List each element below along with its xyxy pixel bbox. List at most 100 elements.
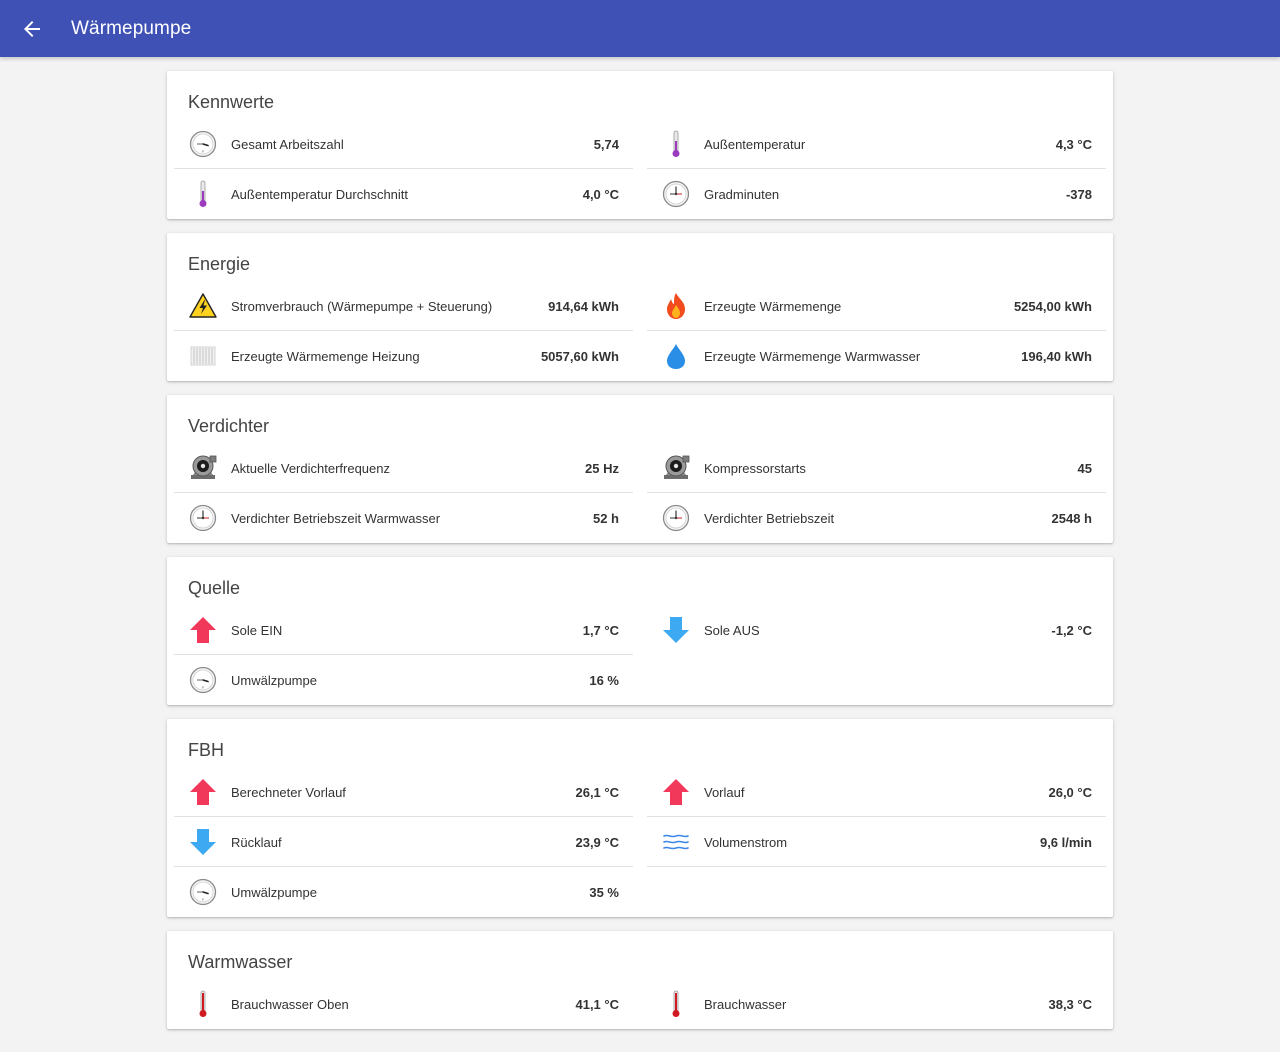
entity-label: Gradminuten [704, 186, 780, 202]
compressor-icon [661, 453, 691, 483]
entity-row[interactable]: Vorlauf 26,0 °C [647, 767, 1106, 817]
clock-icon [188, 503, 218, 533]
entity-value: 45 [1077, 460, 1092, 476]
entity-value: 26,0 °C [1048, 784, 1092, 800]
thermometer-red-icon [188, 989, 218, 1019]
entity-row[interactable]: Volumenstrom 9,6 l/min [647, 817, 1106, 867]
entity-row[interactable]: Erzeugte Wärmemenge Warmwasser 196,40 kW… [647, 331, 1106, 381]
card-kennwerte: Kennwerte Gesamt Arbeitszahl 5,74 Außent… [167, 71, 1113, 219]
entity-label: Kompressorstarts [704, 460, 806, 476]
entity-row[interactable]: Außentemperatur 4,3 °C [647, 119, 1106, 169]
waves-icon [661, 827, 691, 857]
flame-icon [661, 291, 691, 321]
entity-label: Sole AUS [704, 622, 760, 638]
entity-row[interactable]: Rücklauf 23,9 °C [174, 817, 633, 867]
entity-value: 9,6 l/min [1039, 834, 1092, 850]
entity-value: 52 h [592, 510, 619, 526]
entity-value: 35 % [589, 884, 619, 900]
entity-value: 16 % [589, 672, 619, 688]
arrow-up-icon [661, 777, 691, 807]
water-drop-icon [661, 341, 691, 371]
entity-value: 5254,00 kWh [1013, 298, 1092, 314]
card-title: Quelle [188, 578, 241, 598]
entity-value: 4,0 °C [582, 186, 619, 202]
entity-value: 26,1 °C [575, 784, 619, 800]
app-bar: Wärmepumpe [0, 0, 1280, 57]
entity-value: 25 Hz [585, 460, 619, 476]
entity-label: Volumenstrom [704, 834, 788, 850]
compressor-icon [188, 453, 218, 483]
entity-label: Sole EIN [231, 622, 283, 638]
entity-label: Gesamt Arbeitszahl [231, 136, 344, 152]
entity-row[interactable]: Verdichter Betriebszeit 2548 h [647, 493, 1106, 543]
card-title: Warmwasser [188, 952, 293, 972]
entity-label: Umwälzpumpe [231, 884, 317, 900]
entity-row[interactable]: Außentemperatur Durchschnitt 4,0 °C [174, 169, 633, 219]
entity-value: 2548 h [1051, 510, 1092, 526]
entity-label: Verdichter Betriebszeit [704, 510, 835, 526]
gauge-icon [188, 129, 218, 159]
card-title: FBH [188, 740, 224, 760]
entity-value: 38,3 °C [1048, 996, 1092, 1012]
arrow-up-icon [188, 615, 218, 645]
arrow-left-icon [24, 20, 40, 37]
arrow-down-icon [188, 827, 218, 857]
entity-row[interactable]: Kompressorstarts 45 [647, 443, 1106, 493]
entity-label: Außentemperatur [704, 136, 806, 152]
gauge-icon [188, 665, 218, 695]
card-verdichter: Verdichter Aktuelle Verdichterfrequenz 2… [167, 395, 1113, 543]
card-fbh: FBH Berechneter Vorlauf 26,1 °C Vorlauf … [167, 719, 1113, 917]
entity-value: 5,74 [593, 136, 619, 152]
card-quelle: Quelle Sole EIN 1,7 °C Sole AUS -1,2 °C … [167, 557, 1113, 705]
entity-value: 196,40 kWh [1021, 348, 1092, 364]
entity-row[interactable]: Erzeugte Wärmemenge Heizung 5057,60 kWh [174, 331, 633, 381]
entity-row[interactable]: Gesamt Arbeitszahl 5,74 [174, 119, 633, 169]
entity-value: 914,64 kWh [548, 298, 619, 314]
entity-value: 23,9 °C [575, 834, 619, 850]
arrow-down-icon [661, 615, 691, 645]
card-title: Verdichter [188, 416, 270, 436]
empty-cell [647, 655, 1106, 705]
entity-value: 41,1 °C [575, 996, 619, 1012]
entity-label: Berechneter Vorlauf [231, 784, 346, 800]
entity-row[interactable]: Gradminuten -378 [647, 169, 1106, 219]
clock-icon [661, 503, 691, 533]
entity-value: 4,3 °C [1055, 136, 1092, 152]
entity-label: Vorlauf [704, 784, 745, 800]
entity-label: Außentemperatur Durchschnitt [231, 186, 409, 202]
entity-row[interactable]: Erzeugte Wärmemenge 5254,00 kWh [647, 281, 1106, 331]
entity-value: -378 [1065, 186, 1092, 202]
entity-row[interactable]: Stromverbrauch (Wärmepumpe + Steuerung) … [174, 281, 633, 331]
back-button[interactable] [20, 17, 44, 41]
card-warmwasser: Warmwasser Brauchwasser Oben 41,1 °C Bra… [167, 931, 1113, 1029]
entity-row[interactable]: Sole AUS -1,2 °C [647, 605, 1106, 655]
gauge-icon [188, 877, 218, 907]
thermometer-red-icon [661, 989, 691, 1019]
entity-label: Aktuelle Verdichterfrequenz [231, 460, 390, 476]
entity-label: Rücklauf [231, 834, 282, 850]
entity-row[interactable]: Brauchwasser Oben 41,1 °C [174, 979, 633, 1029]
entity-row[interactable]: Aktuelle Verdichterfrequenz 25 Hz [174, 443, 633, 493]
entity-value: -1,2 °C [1051, 622, 1092, 638]
entity-label: Erzeugte Wärmemenge [704, 298, 842, 314]
thermometer-icon [188, 179, 218, 209]
page-title: Wärmepumpe [71, 17, 192, 39]
entity-row[interactable]: Brauchwasser 38,3 °C [647, 979, 1106, 1029]
radiator-icon [188, 341, 218, 371]
entity-label: Verdichter Betriebszeit Warmwasser [231, 510, 441, 526]
entity-row[interactable]: Sole EIN 1,7 °C [174, 605, 633, 655]
entity-row[interactable]: Umwälzpumpe 35 % [174, 867, 633, 917]
entity-row[interactable]: Umwälzpumpe 16 % [174, 655, 633, 705]
entity-row[interactable]: Berechneter Vorlauf 26,1 °C [174, 767, 633, 817]
card-title: Energie [188, 254, 251, 274]
main-content: Kennwerte Gesamt Arbeitszahl 5,74 Außent… [167, 71, 1113, 1029]
entity-label: Erzeugte Wärmemenge Heizung [231, 348, 420, 364]
clock-icon [661, 179, 691, 209]
entity-label: Brauchwasser [704, 996, 787, 1012]
entity-row[interactable]: Verdichter Betriebszeit Warmwasser 52 h [174, 493, 633, 543]
entity-label: Brauchwasser Oben [231, 996, 349, 1012]
entity-label: Umwälzpumpe [231, 672, 317, 688]
thermometer-icon [661, 129, 691, 159]
entity-label: Stromverbrauch (Wärmepumpe + Steuerung) [231, 298, 493, 314]
arrow-up-icon [188, 777, 218, 807]
